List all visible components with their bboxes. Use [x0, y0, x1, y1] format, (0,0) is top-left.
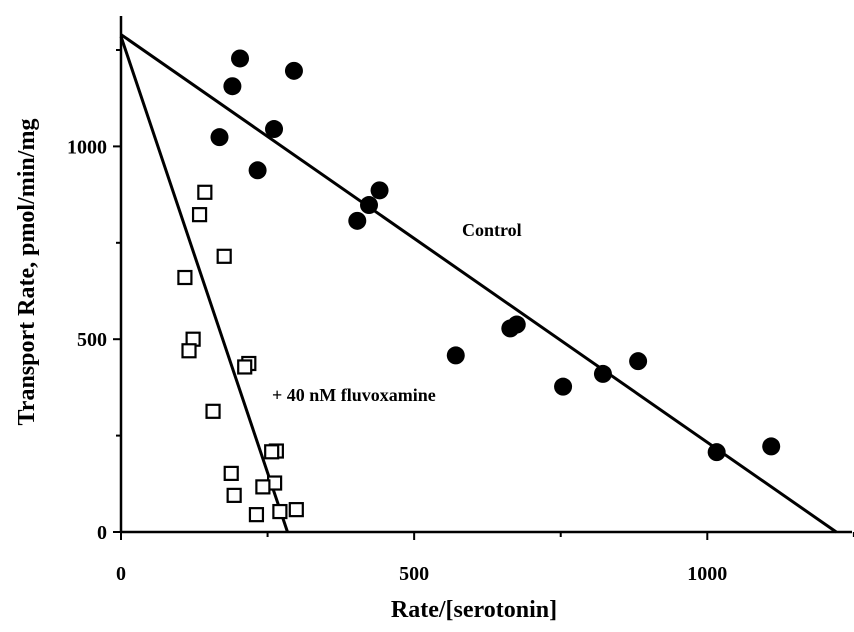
control-point — [370, 181, 389, 200]
control-point — [265, 120, 284, 139]
control-point — [554, 377, 573, 396]
fluvoxamine-point — [248, 507, 265, 523]
control-point — [284, 61, 303, 80]
fit-lines — [119, 33, 838, 534]
fluvoxamine-point — [223, 465, 239, 481]
fluvoxamine-point — [216, 248, 232, 264]
data-markers — [177, 49, 781, 523]
annotation-fluvoxamine: + 40 nM fluvoxamine — [272, 385, 436, 405]
fluvoxamine-point — [237, 359, 253, 375]
control-point — [707, 443, 726, 462]
x-axis-title: Rate/[serotonin] — [391, 597, 557, 623]
y-axis-title: Transport Rate, pmol/min/mg — [14, 119, 40, 426]
fluvoxamine-fit-line — [119, 36, 289, 533]
annotation-control: Control — [462, 220, 522, 240]
x-tick-label: 500 — [399, 563, 429, 585]
control-fit-line — [120, 33, 838, 534]
fluvoxamine-point — [197, 184, 213, 200]
fluvoxamine-point — [272, 503, 288, 520]
fluvoxamine-point — [255, 479, 271, 495]
control-point — [501, 319, 520, 338]
x-tick-label: 1000 — [687, 563, 727, 585]
control-point — [348, 211, 367, 230]
control-point — [248, 161, 267, 180]
control-point — [593, 364, 612, 383]
fluvoxamine-point — [191, 207, 208, 223]
y-tick-label: 500 — [77, 329, 107, 351]
fluvoxamine-point — [205, 403, 221, 419]
fluvoxamine-point — [264, 444, 280, 460]
x-tick-label: 0 — [116, 563, 126, 585]
control-point — [223, 77, 242, 96]
fluvoxamine-point — [288, 502, 304, 518]
control-point — [210, 128, 229, 147]
fluvoxamine-point — [177, 269, 193, 286]
axes: 0 500 1000 0 500 1000 — [67, 16, 854, 585]
y-tick-label: 1000 — [67, 136, 107, 158]
y-tick-label: 0 — [97, 522, 107, 544]
fluvoxamine-point — [181, 343, 197, 359]
control-point — [231, 49, 250, 68]
control-point — [629, 352, 648, 371]
control-point — [446, 346, 465, 365]
control-point — [360, 196, 379, 215]
fluvoxamine-point — [226, 487, 242, 503]
control-point — [762, 437, 781, 456]
